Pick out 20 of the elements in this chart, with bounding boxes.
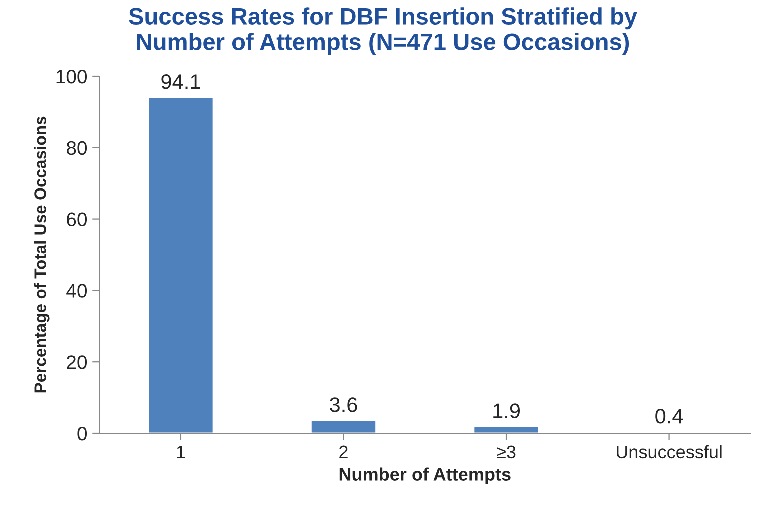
bar <box>473 426 540 434</box>
x-tick-label: Unsuccessful <box>617 445 722 459</box>
data-label: 94.1 <box>162 74 200 90</box>
data-label: 0.4 <box>656 409 684 424</box>
data-label: 1.9 <box>494 404 520 418</box>
chart-title: Success Rates for DBF Insertion Stratified by Number of Attempts (N=471 Use Occasions) <box>129 8 638 56</box>
y-tick-label: 40 <box>66 284 88 298</box>
y-tick-label: 60 <box>67 212 88 227</box>
y-tick-label: 20 <box>67 356 88 370</box>
x-axis-title: Number of Attempts <box>340 468 511 485</box>
x-tick-label: 1 <box>177 446 186 458</box>
x-tick-label: ≥3 <box>497 446 516 459</box>
y-tick-label: 100 <box>56 70 88 84</box>
x-tick-label: 2 <box>340 446 348 458</box>
y-tick-label: 0 <box>78 426 88 441</box>
bar <box>310 420 377 434</box>
y-axis-title: Percentage of Total Use Occasions <box>34 116 50 393</box>
data-label: 3.6 <box>330 398 358 412</box>
bar <box>148 96 214 434</box>
y-tick-label: 80 <box>66 141 88 156</box>
